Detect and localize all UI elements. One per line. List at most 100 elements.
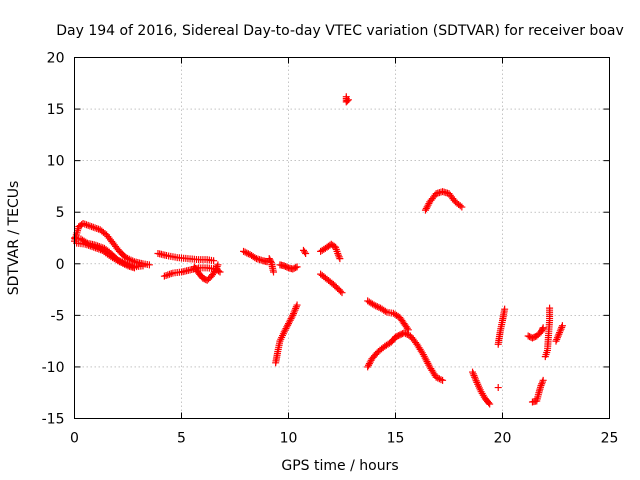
data-point [82, 221, 90, 229]
data-point [486, 400, 494, 408]
data-point [381, 307, 389, 315]
data-point [91, 244, 99, 252]
data-point [400, 329, 408, 337]
y-tick-label: 20 [47, 51, 65, 67]
series-arc-20 [494, 305, 509, 348]
data-point [335, 253, 343, 261]
data-point [85, 241, 93, 249]
data-point [160, 272, 168, 280]
grid-layer [74, 57, 610, 419]
data-point [538, 325, 546, 333]
data-point [432, 373, 440, 381]
data-point [79, 220, 87, 228]
data-point [164, 271, 172, 279]
data-point [471, 373, 479, 381]
data-point [284, 321, 292, 329]
data-point [557, 325, 565, 333]
data-point [86, 242, 94, 250]
data-point [130, 264, 138, 272]
series-arc-7 [240, 247, 271, 266]
data-point [292, 264, 300, 272]
data-point [117, 259, 125, 267]
data-point [287, 315, 295, 323]
data-point [281, 326, 289, 334]
y-tick-label: -5 [51, 308, 65, 324]
data-point [365, 361, 373, 369]
data-point [81, 220, 89, 228]
y-tick-label: 0 [56, 257, 65, 273]
data-point [558, 322, 566, 330]
axis-ticks [74, 57, 610, 419]
data-point [485, 399, 493, 407]
data-point [288, 313, 296, 321]
data-point [470, 372, 478, 380]
data-point [289, 311, 297, 319]
data-point [122, 261, 130, 269]
data-point [334, 251, 342, 259]
data-point [283, 323, 291, 331]
data-point [122, 254, 130, 262]
data-point [421, 206, 429, 214]
x-tick-label: 15 [387, 431, 405, 447]
series-arc-19 [494, 384, 502, 392]
data-point [212, 264, 220, 272]
x-tick-label: 20 [494, 431, 512, 447]
data-point [471, 375, 479, 383]
data-point [214, 261, 222, 269]
y-tick-label: -10 [42, 360, 65, 376]
data-point [344, 96, 352, 104]
data-point [285, 318, 293, 326]
x-tick-label: 5 [177, 431, 186, 447]
data-point [293, 301, 301, 309]
data-point [212, 266, 220, 274]
series-arc-23 [541, 304, 554, 361]
data-point [88, 223, 96, 231]
data-point [84, 221, 92, 229]
data-point [251, 254, 259, 262]
data-point [93, 225, 101, 233]
data-point [472, 377, 480, 385]
data-point [364, 363, 372, 371]
data-point [334, 249, 342, 257]
data-point [83, 241, 91, 249]
series-arc-12 [317, 240, 344, 263]
plot-frame [74, 57, 610, 419]
data-point [456, 202, 464, 210]
x-tick-label: 10 [280, 431, 298, 447]
x-tick-label: 25 [601, 431, 619, 447]
y-tick-label: -15 [42, 412, 65, 428]
data-point [282, 325, 290, 333]
data-point [270, 268, 278, 276]
data-point [93, 245, 101, 253]
series-arc-13 [317, 270, 346, 297]
series-arc-15 [364, 297, 412, 334]
series-arc-17 [421, 188, 466, 214]
series-arc-9 [276, 261, 301, 273]
data-point [538, 380, 546, 388]
data-point [88, 243, 96, 251]
series-arc-6 [190, 261, 222, 284]
y-axis-label: SDTVAR / TECUs [6, 181, 22, 296]
data-point [366, 358, 374, 366]
data-point [424, 201, 432, 209]
data-point [458, 203, 466, 211]
data-point [501, 305, 509, 313]
data-point [370, 301, 378, 309]
data-point [286, 316, 294, 324]
data-point [213, 263, 221, 271]
series-arc-24 [552, 322, 566, 345]
x-tick-label: 0 [70, 431, 79, 447]
series-arc-21 [524, 324, 547, 342]
data-point [89, 223, 97, 231]
data-point [336, 255, 344, 263]
data-point [95, 245, 103, 253]
data-point [537, 381, 545, 389]
tick-labels: 0 5 10 15 20 25 -15 -10 -5 0 5 10 15 20 [42, 51, 619, 447]
data-point [365, 360, 373, 368]
data-point [403, 330, 411, 338]
data-point [469, 368, 477, 376]
data-point [285, 320, 292, 328]
data-point [119, 259, 127, 267]
data-point [439, 376, 447, 384]
data-point [343, 97, 351, 105]
